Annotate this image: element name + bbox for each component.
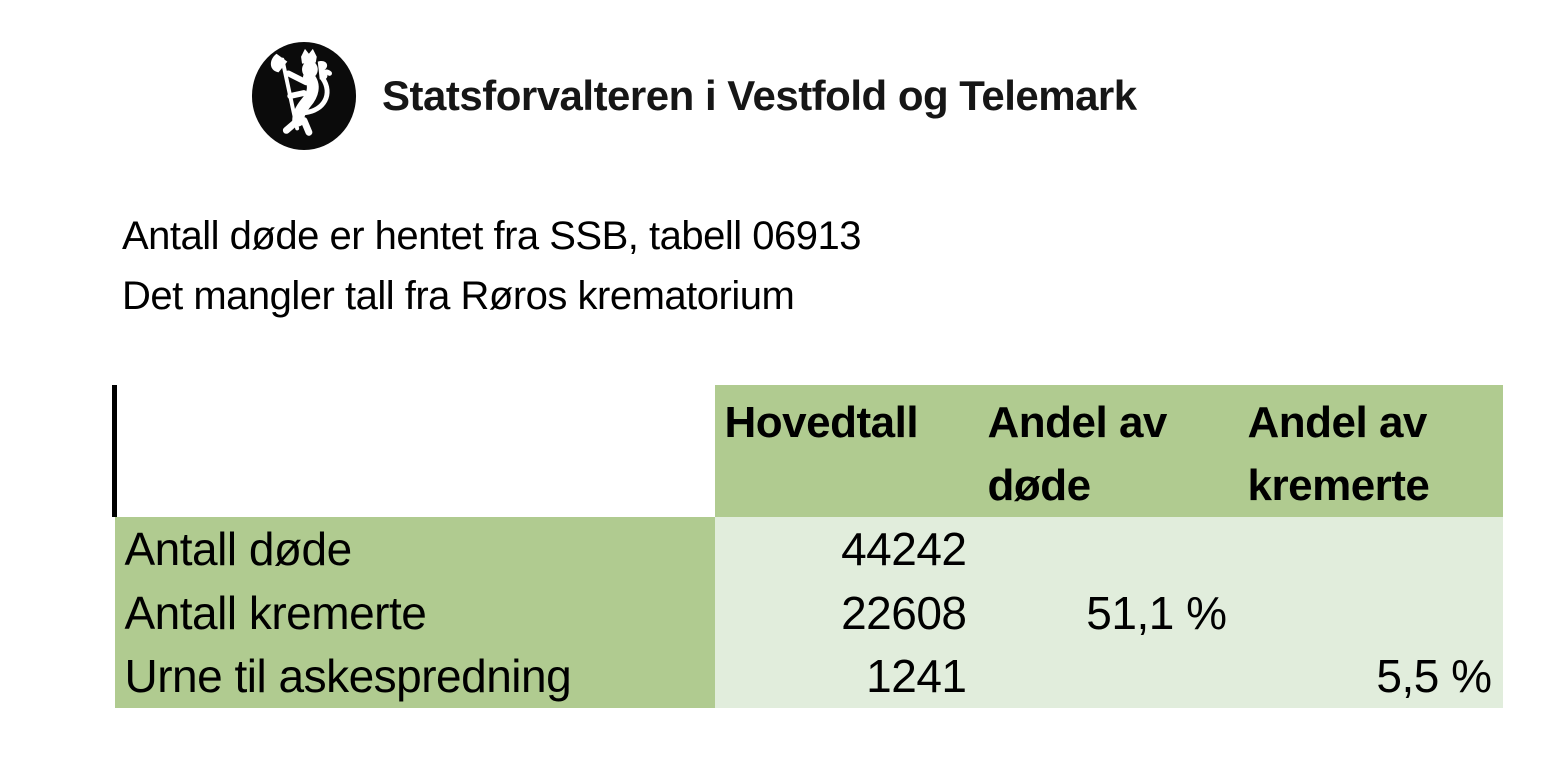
row-label-urne-askespredning: Urne til askespredning bbox=[114, 644, 715, 709]
note-line-1: Antall døde er hentet fra SSB, tabell 06… bbox=[122, 214, 862, 258]
cell-antall-dode-andel-kremerte bbox=[1237, 517, 1503, 581]
table-row: Antall kremerte 22608 51,1 % bbox=[114, 580, 1503, 645]
table-row: Urne til askespredning 1241 5,5 % bbox=[114, 644, 1503, 709]
brand-header: Statsforvalteren i Vestfold og Telemark bbox=[250, 40, 1137, 152]
cell-urne-hovedtall: 1241 bbox=[714, 644, 978, 709]
org-name: Statsforvalteren i Vestfold og Telemark bbox=[382, 72, 1137, 119]
statistics-table: Hovedtall Andel av døde Andel av kremert… bbox=[112, 385, 1503, 709]
col-header-andel-av-dode: Andel av døde bbox=[977, 385, 1238, 517]
row-label-antall-dode: Antall døde bbox=[114, 517, 715, 581]
col-header-andel-av-kremerte: Andel av kremerte bbox=[1237, 385, 1503, 517]
cell-antall-dode-hovedtall: 44242 bbox=[714, 517, 978, 581]
norwegian-lion-emblem-icon bbox=[250, 40, 358, 152]
cell-antall-kremerte-andel-dode: 51,1 % bbox=[977, 580, 1238, 645]
cell-urne-andel-dode bbox=[977, 644, 1238, 709]
note-line-2: Det mangler tall fra Røros krematorium bbox=[122, 274, 795, 318]
table-row: Antall døde 44242 bbox=[114, 517, 1503, 581]
col-header-hovedtall: Hovedtall bbox=[714, 385, 978, 517]
cell-antall-kremerte-hovedtall: 22608 bbox=[714, 580, 978, 645]
cell-antall-dode-andel-dode bbox=[977, 517, 1238, 581]
table-corner-cell bbox=[112, 385, 715, 517]
cell-antall-kremerte-andel-kremerte bbox=[1237, 580, 1503, 645]
table-header-row: Hovedtall Andel av døde Andel av kremert… bbox=[112, 385, 1503, 517]
cell-urne-andel-kremerte: 5,5 % bbox=[1237, 644, 1503, 709]
row-label-antall-kremerte: Antall kremerte bbox=[114, 580, 715, 645]
notes-block: Antall døde er hentet fra SSB, tabell 06… bbox=[122, 206, 862, 326]
